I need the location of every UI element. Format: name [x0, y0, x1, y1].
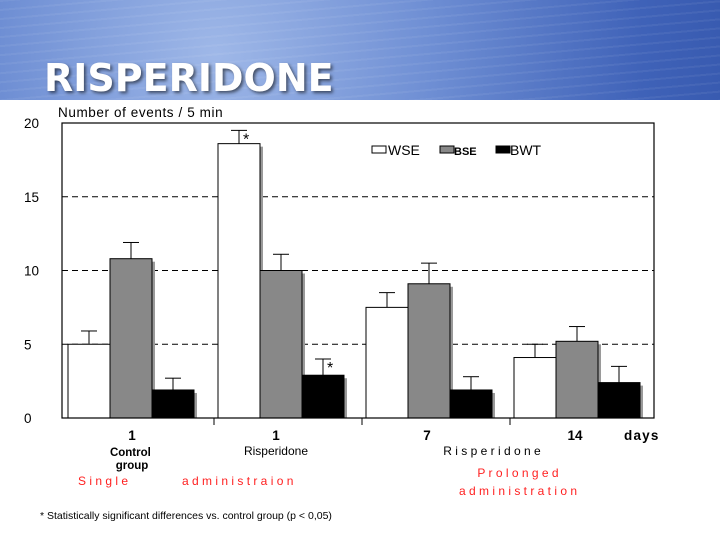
significance-star: *	[243, 131, 249, 148]
x-tick-label: 1	[272, 428, 280, 443]
single-administration-label: a d m i n i s t r a i o n	[182, 474, 293, 488]
y-axis-label: Number of events / 5 min	[58, 105, 223, 120]
legend-label-bwt: BWT	[510, 142, 542, 158]
bar-bwt-3	[597, 382, 641, 419]
y-tick-label: 15	[24, 190, 39, 205]
bar-wse-0	[67, 343, 111, 419]
plot-frame	[61, 122, 655, 425]
bar-wse-2	[365, 306, 409, 419]
legend-swatch-bwt	[495, 145, 511, 154]
x-unit-label: days	[624, 428, 660, 443]
x-tick-label: 1	[128, 428, 136, 443]
legend-swatch-bse	[439, 145, 455, 154]
y-tick-label: 0	[24, 411, 32, 426]
bar-bse-1	[259, 270, 303, 419]
error-bars	[81, 129, 627, 390]
legend-swatch-wse	[371, 145, 387, 154]
prolonged-risperidone-label: R i s p e r i d o n e	[443, 444, 541, 458]
legend: WSE BSE BWT	[371, 142, 542, 158]
control-label-line2: group	[116, 460, 149, 472]
bar-wse-3	[513, 357, 557, 419]
plot-border	[61, 122, 655, 419]
risperidone-label: Risperidone	[244, 444, 308, 458]
legend-label-wse: WSE	[388, 142, 420, 158]
slide-title: RISPERIDONE	[44, 56, 334, 100]
bar-wse-1	[217, 143, 261, 419]
prolonged-administration-label: a d m i n i s t r a t i o n	[459, 484, 577, 498]
bar-bse-3	[555, 340, 599, 419]
bars	[67, 143, 643, 419]
single-label: S i n g l e	[78, 474, 128, 488]
footnote: * Statistically significant differences …	[40, 510, 332, 522]
x-tick-label: 14	[567, 428, 583, 443]
prolonged-label: P r o l o n g e d	[477, 466, 558, 480]
bar-bse-0	[109, 258, 153, 419]
y-tick-label: 10	[24, 264, 39, 279]
bar-bse-2	[407, 283, 451, 419]
control-label-line1: Control	[110, 447, 151, 459]
control-label: Control group	[110, 447, 154, 472]
significance-marks: **	[243, 131, 333, 377]
significance-star: *	[327, 360, 333, 377]
y-tick-label: 5	[24, 337, 32, 352]
x-tick-labels: 1 1 7 14	[128, 428, 583, 443]
bar-bwt-0	[151, 389, 195, 419]
y-tick-labels: 0 5 10 15 20	[24, 116, 39, 426]
legend-label-bse: BSE	[454, 146, 477, 158]
x-tick-label: 7	[423, 428, 431, 443]
bar-bwt-1	[301, 374, 345, 419]
y-tick-label: 20	[24, 116, 39, 131]
bar-bwt-2	[449, 389, 493, 419]
grid-lines	[62, 196, 654, 345]
